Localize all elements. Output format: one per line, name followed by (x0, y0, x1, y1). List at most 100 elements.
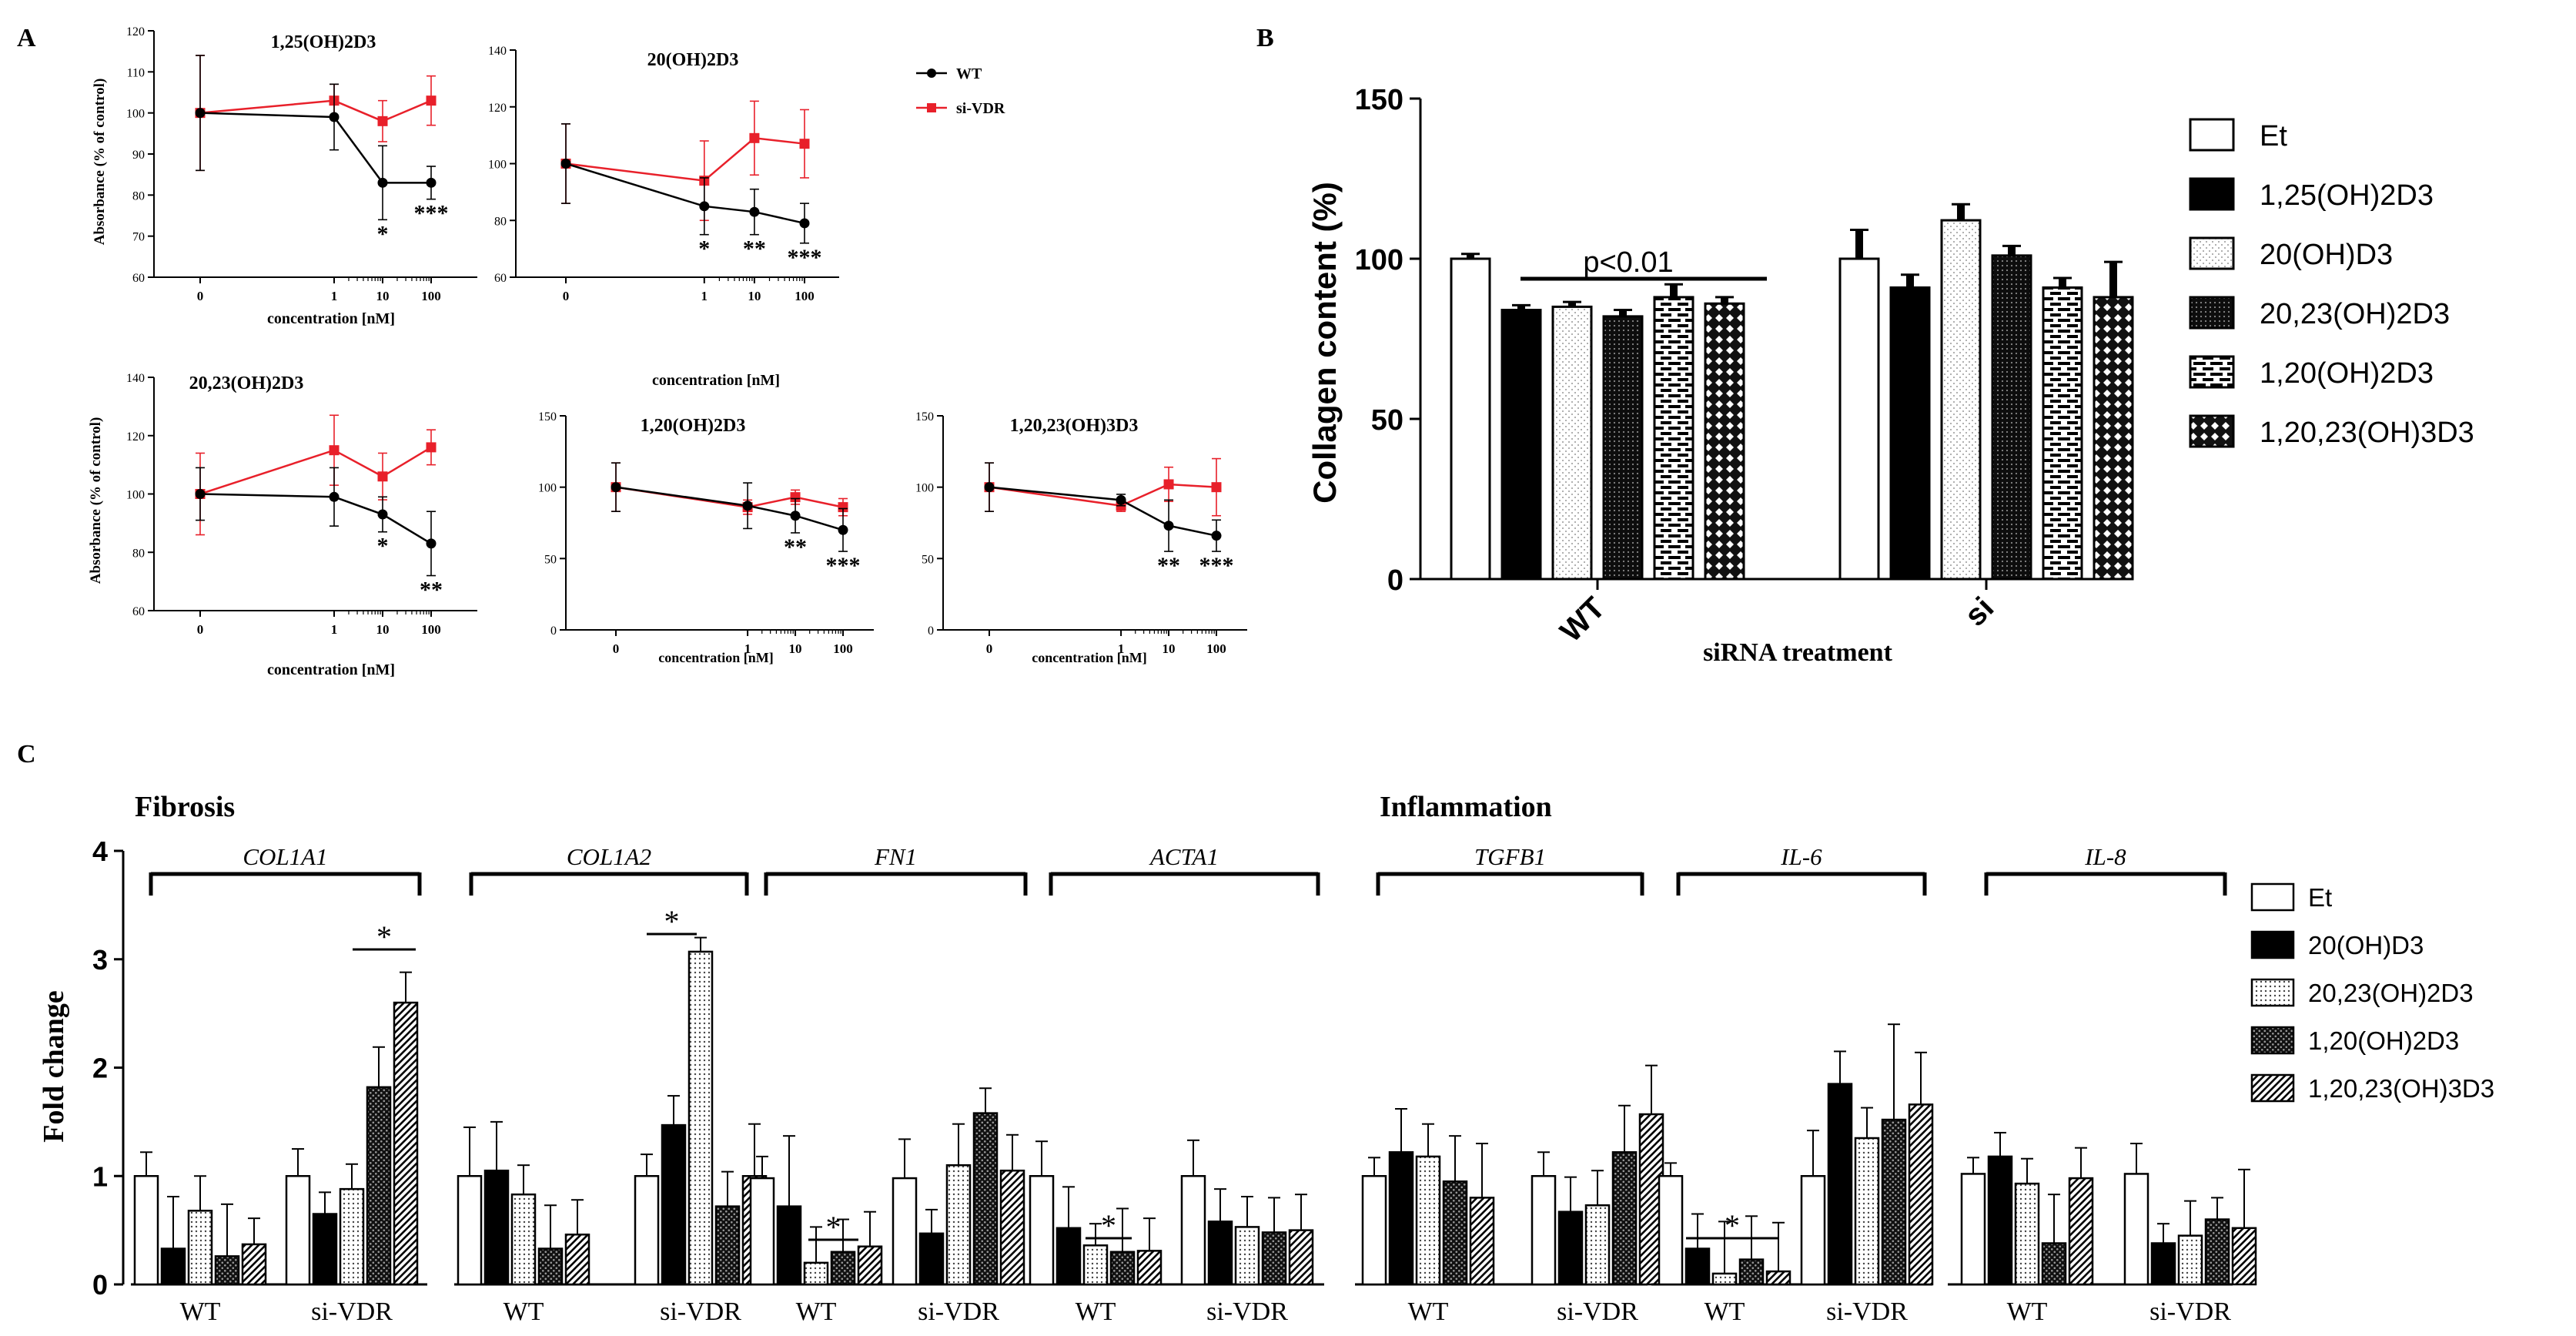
a2-x-tick-label: 0 (563, 289, 570, 303)
a3-series-line (199, 493, 432, 544)
c-bar (1908, 1103, 1934, 1286)
b-legend-label: 1,25(OH)2D3 (2260, 179, 2434, 212)
b-y-tick-label: 0 (1387, 564, 1403, 597)
a3-point (329, 445, 340, 456)
a5-x-tick-label: 10 (1163, 641, 1176, 656)
c-y-label: Fold change (38, 990, 70, 1142)
c-bar (537, 1247, 564, 1286)
c-bar (1261, 1231, 1287, 1286)
a5-series-line (989, 483, 1217, 507)
b-bar (1500, 309, 1542, 581)
panel-letter-c: C (17, 740, 36, 768)
b-error-bar (1517, 305, 1525, 310)
a3-point (377, 471, 388, 482)
panel-letter-a: A (17, 24, 36, 52)
c-bar (803, 1261, 829, 1286)
c-y-tick-label: 4 (92, 835, 108, 867)
a5-point (1163, 521, 1174, 531)
a4-point (611, 482, 621, 493)
a3-title: 20,23(OH)2D3 (189, 373, 304, 393)
c-gene-name: COL1A1 (243, 843, 327, 870)
c-significance-star: * (376, 919, 392, 954)
c-bar (160, 1247, 186, 1286)
c-bar (749, 1177, 775, 1286)
a2-point (749, 132, 760, 143)
c-bar (133, 1175, 159, 1286)
c-bar (1207, 1220, 1233, 1286)
a4-point (790, 492, 801, 503)
c-x-tick-label: si-VDR (1557, 1297, 1638, 1326)
a1-point (329, 112, 340, 122)
a1-point (426, 95, 437, 106)
legend-si-label: si-VDR (956, 100, 1005, 117)
a5-x-label: concentration [nM] (1032, 650, 1146, 665)
a3-point (195, 489, 206, 499)
b-bar (1838, 257, 1880, 581)
panel-letter-b: B (1256, 24, 1274, 52)
c-bar (312, 1213, 338, 1286)
a5-y-tick-label: 0 (928, 624, 934, 638)
b-y-tick-label: 150 (1355, 84, 1403, 116)
a2-title: 20(OH)2D3 (647, 50, 739, 70)
c-x-tick-label: si-VDR (660, 1297, 741, 1326)
c-legend-swatch (2250, 882, 2295, 912)
b-bar (2042, 286, 2083, 581)
c-significance-star: * (826, 1210, 841, 1244)
a5-significance-stars: *** (1199, 553, 1234, 578)
a5-y-tick-label: 50 (922, 553, 934, 566)
a5-point (984, 482, 995, 493)
c-x-tick-label: WT (2007, 1297, 2048, 1326)
b-x-tick-label: si (1959, 591, 2001, 633)
c-bar (1288, 1229, 1314, 1286)
a3-y-tick-label: 140 (126, 372, 145, 385)
a2-series-line (565, 137, 805, 182)
a4-y-tick-label: 50 (544, 553, 557, 566)
a1-series-line (199, 112, 431, 184)
c-x-tick-label: WT (180, 1297, 221, 1326)
c-x-tick-label: WT (503, 1297, 544, 1326)
c-bar (1584, 1204, 1611, 1286)
c-bar (483, 1169, 510, 1286)
legend-wt-marker (927, 69, 936, 78)
b-error-bar (1568, 302, 1576, 307)
a5-significance-stars: ** (1157, 553, 1180, 578)
c-bar (1415, 1155, 1441, 1286)
c-bar (1711, 1272, 1738, 1286)
a1-significance-stars: *** (414, 201, 449, 226)
c-gene-name: TGFB1 (1474, 843, 1546, 870)
c-gene-name: ACTA1 (1149, 843, 1219, 870)
b-legend-swatch (2189, 296, 2235, 330)
c-legend-swatch (2250, 1073, 2295, 1103)
b-legend-label: 20,23(OH)2D3 (2260, 298, 2450, 330)
a1-x-tick-label: 10 (376, 289, 390, 303)
a1-point (377, 177, 388, 188)
c-bar (892, 1177, 918, 1286)
b-error-bar (1855, 229, 1863, 259)
a3-significance-stars: ** (420, 578, 443, 603)
a3-point (377, 509, 388, 520)
b-bar (1940, 219, 1982, 581)
a1-y-tick-label: 60 (132, 272, 145, 285)
a2-x-label: concentration [nM] (652, 372, 780, 389)
b-legend-swatch (2189, 118, 2235, 152)
c-bar (2204, 1218, 2230, 1286)
b-bar (1704, 302, 1745, 581)
a4-y-tick-label: 0 (550, 624, 557, 638)
c-bar (2068, 1177, 2094, 1286)
c-x-tick-label: si-VDR (1826, 1297, 1908, 1326)
c-bar (1738, 1258, 1765, 1286)
c-gene-name: IL-6 (1780, 843, 1822, 870)
a3-y-tick-label: 80 (132, 547, 145, 560)
b-legend-label: Et (2260, 120, 2287, 152)
a2-x-tick-label: 1 (701, 289, 708, 303)
a4-x-tick-label: 0 (613, 641, 620, 656)
c-legend-swatch (2250, 978, 2295, 1007)
a5-title: 1,20,23(OH)3D3 (1010, 416, 1139, 436)
a3-significance-stars: * (377, 534, 389, 559)
a2-y-tick-label: 100 (488, 159, 507, 172)
c-x-tick-label: si-VDR (918, 1297, 999, 1326)
b-x-label: siRNA treatment (1703, 638, 1892, 667)
c-bar (339, 1187, 365, 1286)
c-x-tick-label: si-VDR (2149, 1297, 2231, 1326)
c-bar (2177, 1234, 2203, 1286)
